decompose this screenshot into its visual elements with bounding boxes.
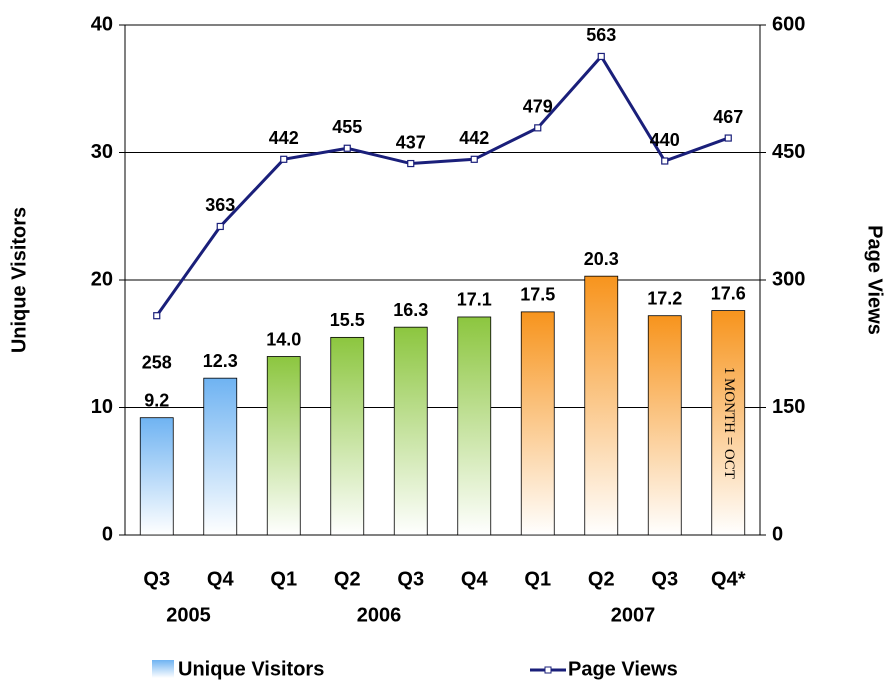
annotation: 1 MONTH = OCT (721, 367, 737, 479)
bar (520, 311, 555, 536)
x-tick-label: Q3 (143, 568, 170, 590)
bar (330, 336, 365, 536)
y2-tick-label: 0 (772, 523, 783, 545)
line-value-label: 455 (332, 117, 362, 137)
line-value-label: 363 (205, 195, 235, 215)
x-tick-label: Q2 (588, 568, 615, 590)
x-tick-label: Q4* (711, 568, 746, 590)
y2-tick-label: 300 (772, 268, 805, 290)
y-axis-label: Unique Visitors (8, 207, 30, 353)
line-value-label: 437 (396, 132, 426, 152)
line-value-label: 440 (650, 130, 680, 150)
bar (584, 275, 619, 536)
legend-label: Unique Visitors (178, 658, 324, 680)
bar-value-label: 17.5 (520, 285, 555, 305)
legend-marker (544, 666, 552, 674)
y-tick-label: 0 (102, 523, 113, 545)
line (155, 53, 729, 317)
bar-value-label: 16.3 (393, 300, 428, 320)
legend-label: Page Views (568, 658, 678, 680)
bar-value-label: 17.1 (457, 290, 492, 310)
bar-value-label: 15.5 (330, 310, 365, 330)
x-tick-label: Q1 (524, 568, 551, 590)
year-label: 2006 (357, 604, 402, 626)
legend-swatch (152, 660, 174, 678)
x-tick-label: Q1 (270, 568, 297, 590)
bar (266, 356, 301, 536)
year-label: 2007 (611, 604, 656, 626)
x-tick-label: Q2 (334, 568, 361, 590)
line-marker (534, 124, 542, 132)
bar (647, 315, 682, 536)
bar-value-label: 14.0 (266, 329, 301, 349)
line-marker (280, 155, 288, 163)
line-marker (407, 159, 415, 168)
bar (203, 377, 238, 536)
y-tick-label: 10 (91, 396, 113, 418)
line-marker (661, 157, 669, 165)
bar-value-label: 17.6 (711, 283, 746, 303)
line-marker (343, 144, 351, 152)
line-value-label: 479 (523, 97, 553, 117)
x-tick-label: Q3 (397, 568, 424, 590)
y-tick-label: 40 (91, 13, 113, 35)
line-marker (153, 312, 161, 320)
bar-value-label: 12.3 (203, 351, 238, 371)
y2-tick-label: 150 (772, 396, 805, 418)
line-value-label: 442 (269, 128, 299, 148)
line-marker (216, 222, 224, 231)
y2-tick-label: 600 (772, 13, 805, 35)
line-value-label: 467 (713, 107, 743, 127)
y2-axis-label: Page Views (864, 225, 886, 335)
bar-value-label: 9.2 (144, 390, 169, 410)
bar-value-label: 17.2 (647, 288, 682, 308)
x-tick-label: Q4 (461, 568, 489, 590)
y-tick-label: 20 (91, 268, 113, 290)
bar (139, 417, 174, 536)
year-label: 2005 (166, 604, 211, 626)
line-marker (470, 155, 478, 163)
bar (711, 310, 746, 536)
bar-value-label: 20.3 (584, 249, 619, 269)
line-marker (597, 52, 605, 61)
x-tick-label: Q4 (207, 568, 235, 590)
line-value-label: 442 (459, 128, 489, 148)
y2-tick-label: 450 (772, 141, 805, 163)
x-tick-label: Q3 (651, 568, 678, 590)
y-tick-label: 30 (91, 141, 113, 163)
line-value-label: 563 (586, 25, 616, 45)
bar (457, 316, 492, 536)
line-marker (724, 134, 732, 142)
line-value-label: 258 (142, 352, 172, 372)
bar (393, 326, 428, 536)
